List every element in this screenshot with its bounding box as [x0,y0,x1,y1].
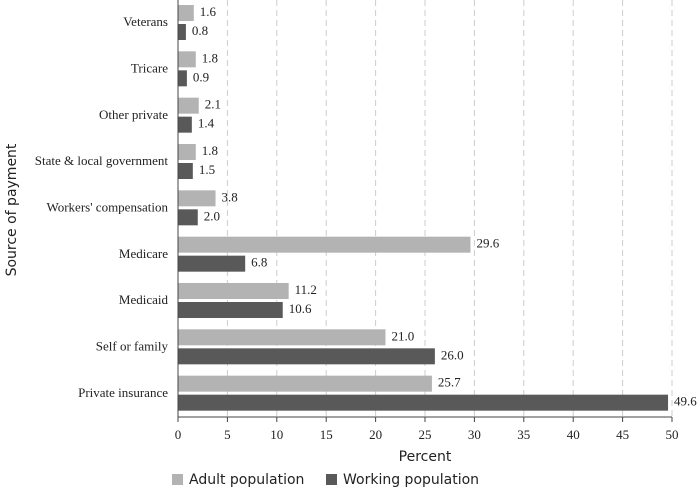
bar [178,394,669,411]
bar [178,116,192,133]
bar [178,144,196,160]
bar [178,190,216,207]
value-label: 1.6 [200,4,217,19]
value-label: 2.1 [205,97,221,112]
y-tick-label: Veterans [123,14,168,29]
bar [178,375,432,392]
legend-label: Adult population [189,472,304,488]
y-tick-label: State & local government [35,153,169,168]
value-label: 25.7 [438,375,461,390]
x-tick-label: 10 [270,427,283,442]
x-tick-label: 50 [666,427,679,442]
y-tick-label: Workers' compensation [46,199,168,214]
x-axis-title: Percent [399,449,452,465]
y-tick-label: Self or family [96,338,169,353]
x-tick-label: 0 [175,427,182,442]
x-tick-label: 30 [468,427,481,442]
value-label: 10.6 [289,301,312,316]
x-tick-label: 15 [320,427,333,442]
x-tick-label: 35 [517,427,530,442]
bar [178,236,471,253]
legend-swatch [172,474,183,485]
value-label: 0.8 [192,23,208,38]
bar [178,5,194,21]
value-label: 11.2 [295,282,317,297]
value-label: 2.0 [204,208,220,223]
value-label: 3.8 [222,189,238,204]
value-label: 1.8 [202,50,218,65]
bar [178,348,435,365]
legend-label: Working population [343,472,479,488]
bar [178,24,186,40]
value-label: 1.4 [198,116,215,131]
x-tick-label: 5 [224,427,231,442]
bar [178,283,289,299]
x-tick-label: 45 [616,427,629,442]
value-label: 1.8 [202,143,218,158]
value-label: 1.5 [199,162,215,177]
value-label: 26.0 [441,347,464,362]
y-tick-label: Tricare [131,60,168,75]
bar [178,302,283,318]
x-tick-label: 20 [369,427,382,442]
legend-swatch [326,474,337,485]
bar [178,163,193,179]
value-label: 29.6 [476,236,499,251]
y-tick-label: Other private [99,107,168,122]
y-tick-label: Private insurance [78,385,168,400]
bar [178,70,187,87]
bar [178,255,246,272]
value-label: 21.0 [391,328,414,343]
y-tick-label: Medicaid [119,292,169,307]
bar [178,329,386,346]
value-label: 0.9 [193,69,209,84]
bar [178,209,198,226]
x-tick-label: 25 [419,427,432,442]
x-tick-label: 40 [567,427,580,442]
value-label: 6.8 [251,255,267,270]
y-axis-title: Source of payment [4,143,20,276]
y-tick-label: Medicare [119,246,168,261]
bar [178,97,199,114]
value-label: 49.6 [674,394,697,409]
bar [178,51,196,68]
